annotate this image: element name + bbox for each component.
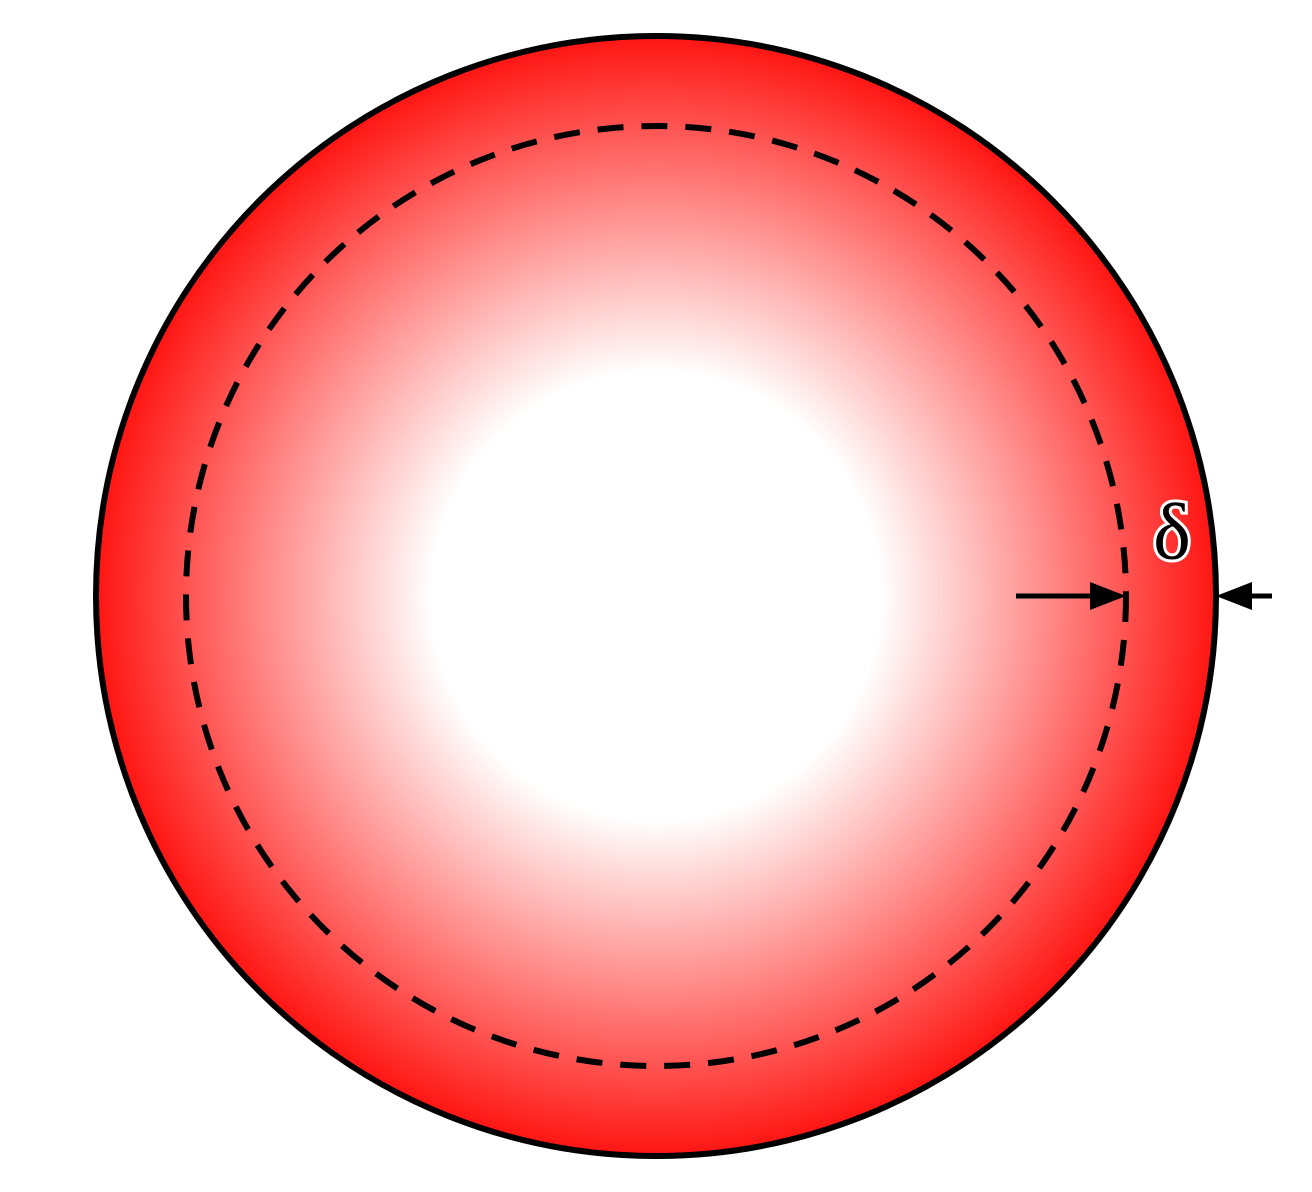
skin-depth-diagram: δ [0,0,1312,1192]
delta-label: δ [1153,488,1191,576]
right-arrow-head-icon [1216,582,1252,610]
